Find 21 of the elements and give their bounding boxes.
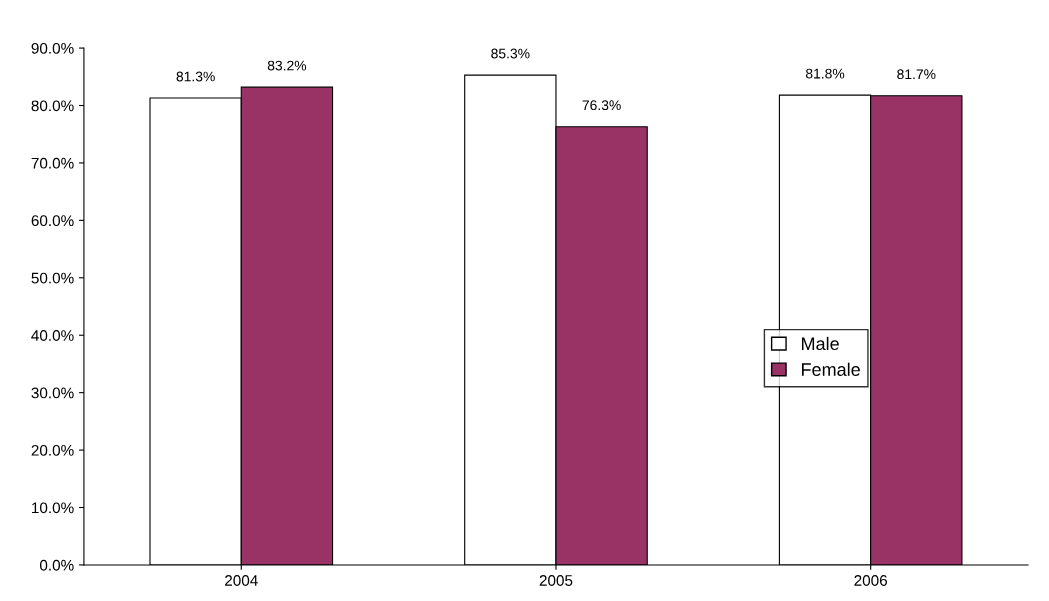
y-tick-label: 70.0% (31, 157, 74, 169)
y-tick-label: 60.0% (31, 215, 74, 227)
x-tick-label: 2006 (854, 575, 887, 586)
y-tick-label: 40.0% (31, 330, 74, 341)
data-label: 83.2% (267, 60, 307, 71)
y-tick-label: 20.0% (31, 444, 74, 456)
data-label: 81.7% (897, 69, 936, 80)
x-tick-label: 2005 (539, 575, 573, 586)
y-tick-label: 50.0% (31, 272, 74, 284)
x-tick-label: 2004 (225, 575, 258, 586)
data-label: 81.8% (805, 68, 845, 79)
data-label: 81.3% (176, 71, 215, 82)
y-tick-label: 0.0% (39, 559, 74, 571)
data-label: 85.3% (491, 48, 530, 59)
y-tick-label: 80.0% (31, 100, 74, 112)
legend-label: Male (801, 336, 839, 351)
y-tick-label: 10.0% (32, 502, 74, 514)
data-label: 76.3% (582, 100, 621, 111)
legend-label: Female (801, 362, 860, 376)
y-tick-label: 30.0% (31, 387, 74, 399)
y-tick-label: 90.0% (31, 42, 74, 54)
